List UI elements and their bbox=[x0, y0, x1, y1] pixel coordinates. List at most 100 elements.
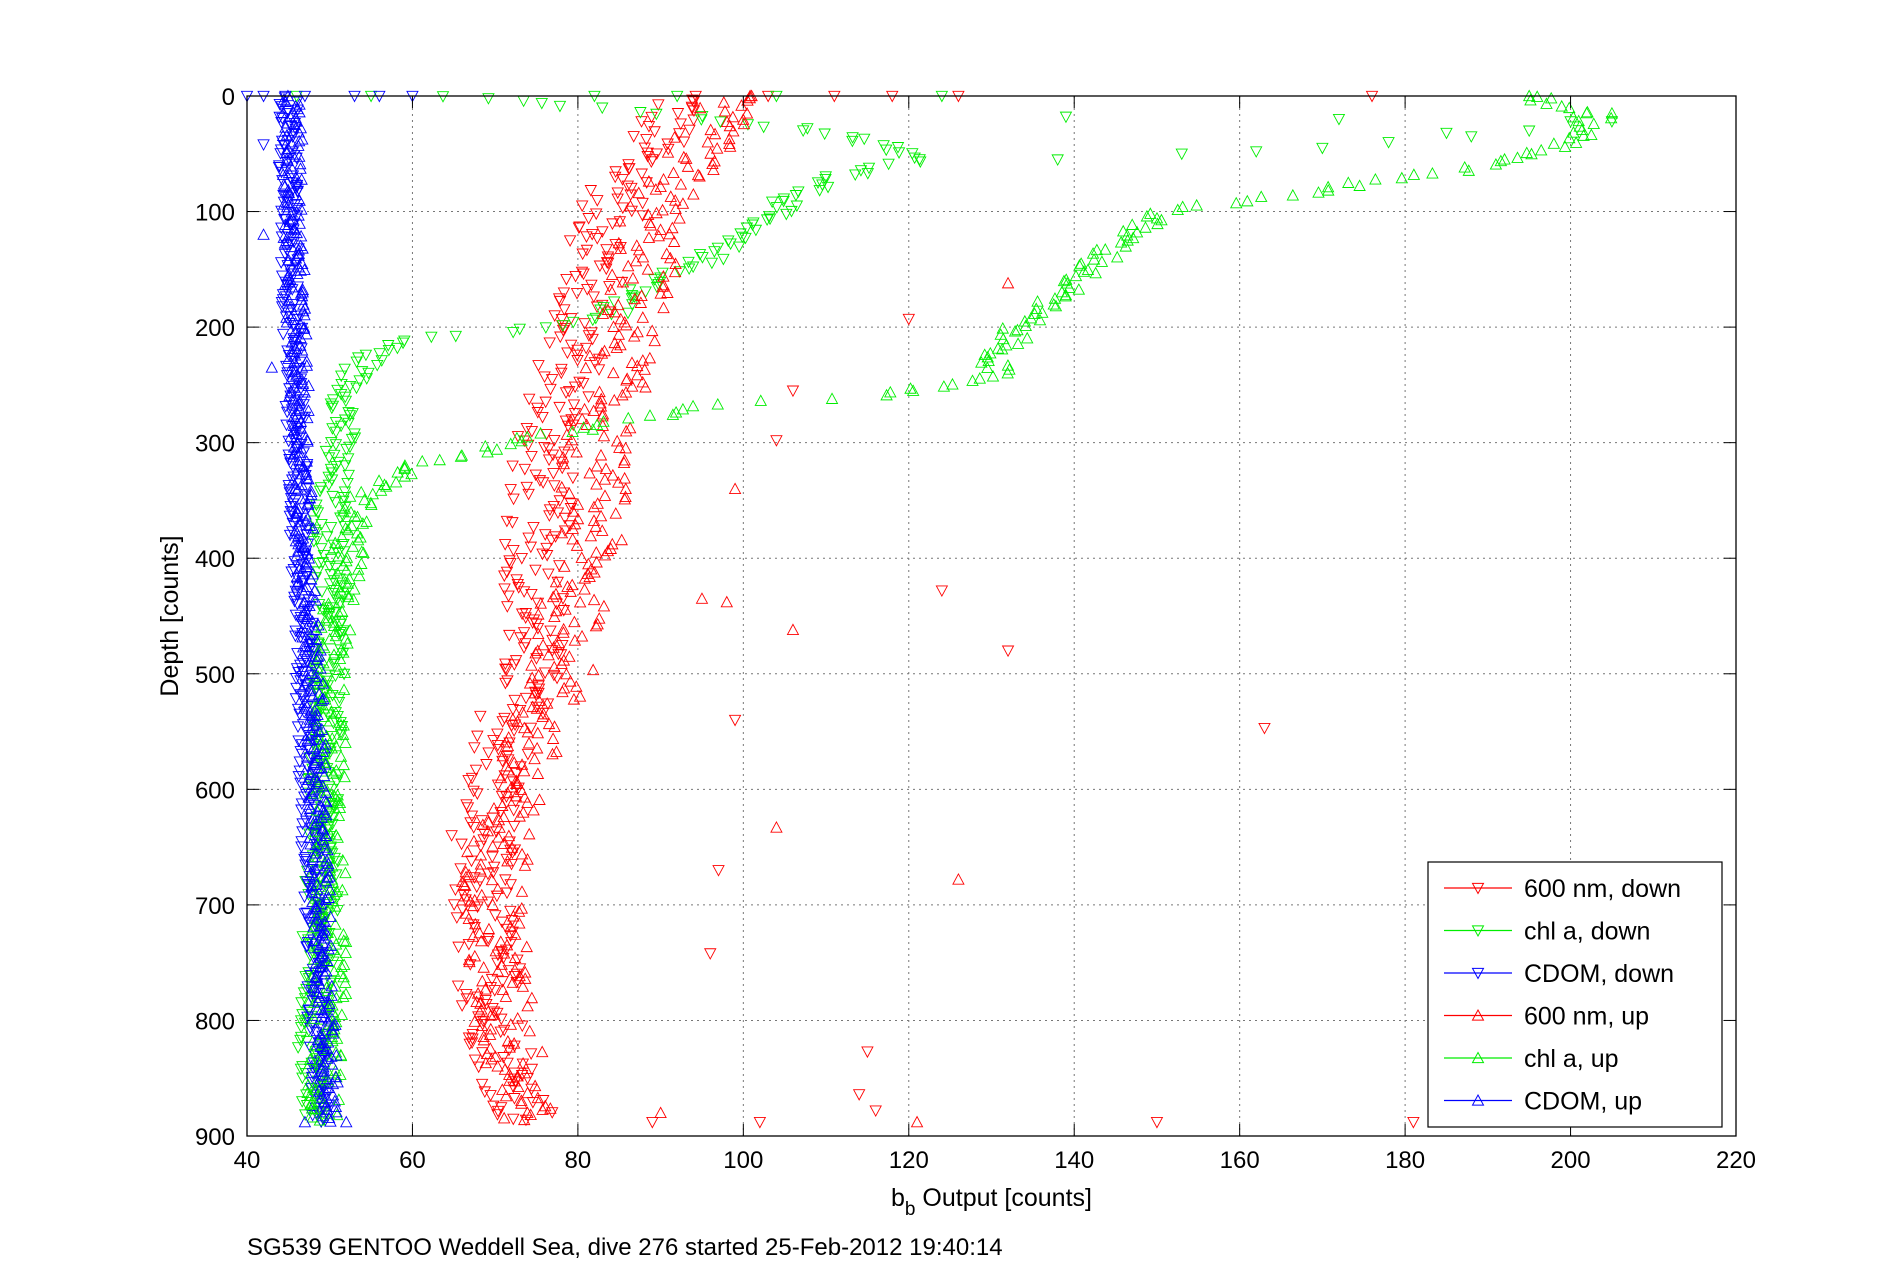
data-point bbox=[627, 131, 640, 143]
data-point bbox=[789, 190, 803, 202]
data-point bbox=[604, 283, 617, 295]
data-point bbox=[486, 867, 500, 879]
data-point bbox=[289, 188, 303, 200]
data-point bbox=[313, 991, 326, 1004]
data-point bbox=[300, 621, 313, 634]
data-point bbox=[507, 804, 520, 817]
data-point bbox=[301, 498, 315, 510]
data-point bbox=[348, 582, 361, 595]
data-point bbox=[527, 803, 540, 816]
data-point bbox=[545, 374, 559, 386]
data-point bbox=[306, 908, 320, 921]
data-point bbox=[468, 872, 481, 884]
data-point bbox=[1465, 131, 1478, 143]
data-point bbox=[482, 93, 495, 105]
data-point bbox=[1176, 200, 1189, 213]
data-point bbox=[821, 181, 835, 194]
data-point bbox=[299, 1068, 312, 1080]
data-point bbox=[294, 441, 308, 454]
data-point bbox=[544, 383, 557, 396]
data-point bbox=[753, 1117, 767, 1129]
data-point bbox=[334, 750, 348, 762]
data-point bbox=[570, 680, 583, 692]
data-point bbox=[324, 686, 338, 698]
data-point bbox=[301, 645, 314, 657]
data-point bbox=[341, 636, 354, 649]
data-point bbox=[307, 756, 321, 769]
data-point bbox=[1057, 274, 1071, 287]
data-point bbox=[290, 468, 303, 480]
data-point bbox=[1462, 164, 1476, 176]
data-point bbox=[656, 203, 669, 216]
data-point bbox=[478, 1086, 492, 1098]
data-point bbox=[710, 142, 724, 154]
data-point bbox=[612, 328, 626, 340]
data-point bbox=[997, 332, 1010, 345]
legend-marker bbox=[1471, 1008, 1485, 1021]
data-point bbox=[565, 433, 579, 446]
data-point bbox=[299, 465, 313, 478]
data-point bbox=[986, 369, 1000, 382]
data-point bbox=[585, 228, 599, 241]
data-point bbox=[290, 368, 303, 381]
data-point bbox=[1190, 198, 1203, 211]
data-point bbox=[315, 850, 329, 863]
data-point bbox=[326, 490, 339, 503]
data-point bbox=[536, 1095, 550, 1107]
data-point bbox=[720, 595, 734, 608]
data-point bbox=[549, 604, 563, 617]
data-point bbox=[723, 132, 736, 145]
data-point bbox=[621, 307, 635, 320]
data-point bbox=[338, 414, 352, 427]
data-point bbox=[497, 1024, 511, 1037]
data-point bbox=[624, 199, 637, 212]
data-point bbox=[323, 714, 337, 727]
data-point bbox=[306, 567, 319, 580]
data-point bbox=[693, 249, 707, 261]
data-point bbox=[728, 482, 742, 495]
data-point bbox=[504, 437, 517, 450]
data-point bbox=[516, 705, 529, 718]
data-point bbox=[436, 91, 450, 103]
data-point bbox=[339, 575, 352, 588]
data-point bbox=[654, 1106, 667, 1119]
data-point bbox=[342, 469, 355, 482]
data-point bbox=[521, 725, 535, 738]
data-point bbox=[1001, 276, 1015, 289]
data-point bbox=[302, 913, 315, 926]
y-tick-label: 800 bbox=[195, 1008, 235, 1035]
data-point bbox=[315, 1020, 328, 1033]
data-point bbox=[316, 602, 330, 615]
data-point bbox=[304, 801, 317, 814]
data-point bbox=[295, 173, 308, 185]
data-point bbox=[592, 612, 606, 624]
data-point bbox=[1125, 218, 1139, 230]
data-point bbox=[499, 1089, 513, 1102]
data-point bbox=[329, 625, 342, 637]
data-point bbox=[657, 173, 670, 185]
data-point bbox=[549, 531, 562, 543]
data-point bbox=[458, 889, 472, 902]
data-point bbox=[335, 530, 349, 542]
data-point bbox=[1110, 250, 1124, 263]
data-point bbox=[530, 741, 544, 754]
data-point bbox=[491, 964, 505, 977]
data-point bbox=[329, 497, 342, 509]
data-point bbox=[491, 779, 505, 792]
data-point bbox=[1382, 137, 1395, 149]
data-point bbox=[297, 586, 311, 599]
data-point bbox=[594, 448, 608, 461]
data-point bbox=[463, 1038, 476, 1051]
data-point bbox=[338, 666, 352, 679]
data-point bbox=[722, 235, 735, 248]
data-point bbox=[1072, 283, 1086, 295]
data-point bbox=[304, 766, 318, 778]
data-point bbox=[318, 1044, 332, 1056]
data-point bbox=[1116, 224, 1130, 237]
data-point bbox=[685, 103, 699, 115]
data-point bbox=[861, 1046, 874, 1059]
data-point bbox=[308, 704, 322, 717]
data-point bbox=[1114, 235, 1128, 248]
data-point bbox=[287, 448, 300, 460]
data-point bbox=[852, 1089, 866, 1101]
